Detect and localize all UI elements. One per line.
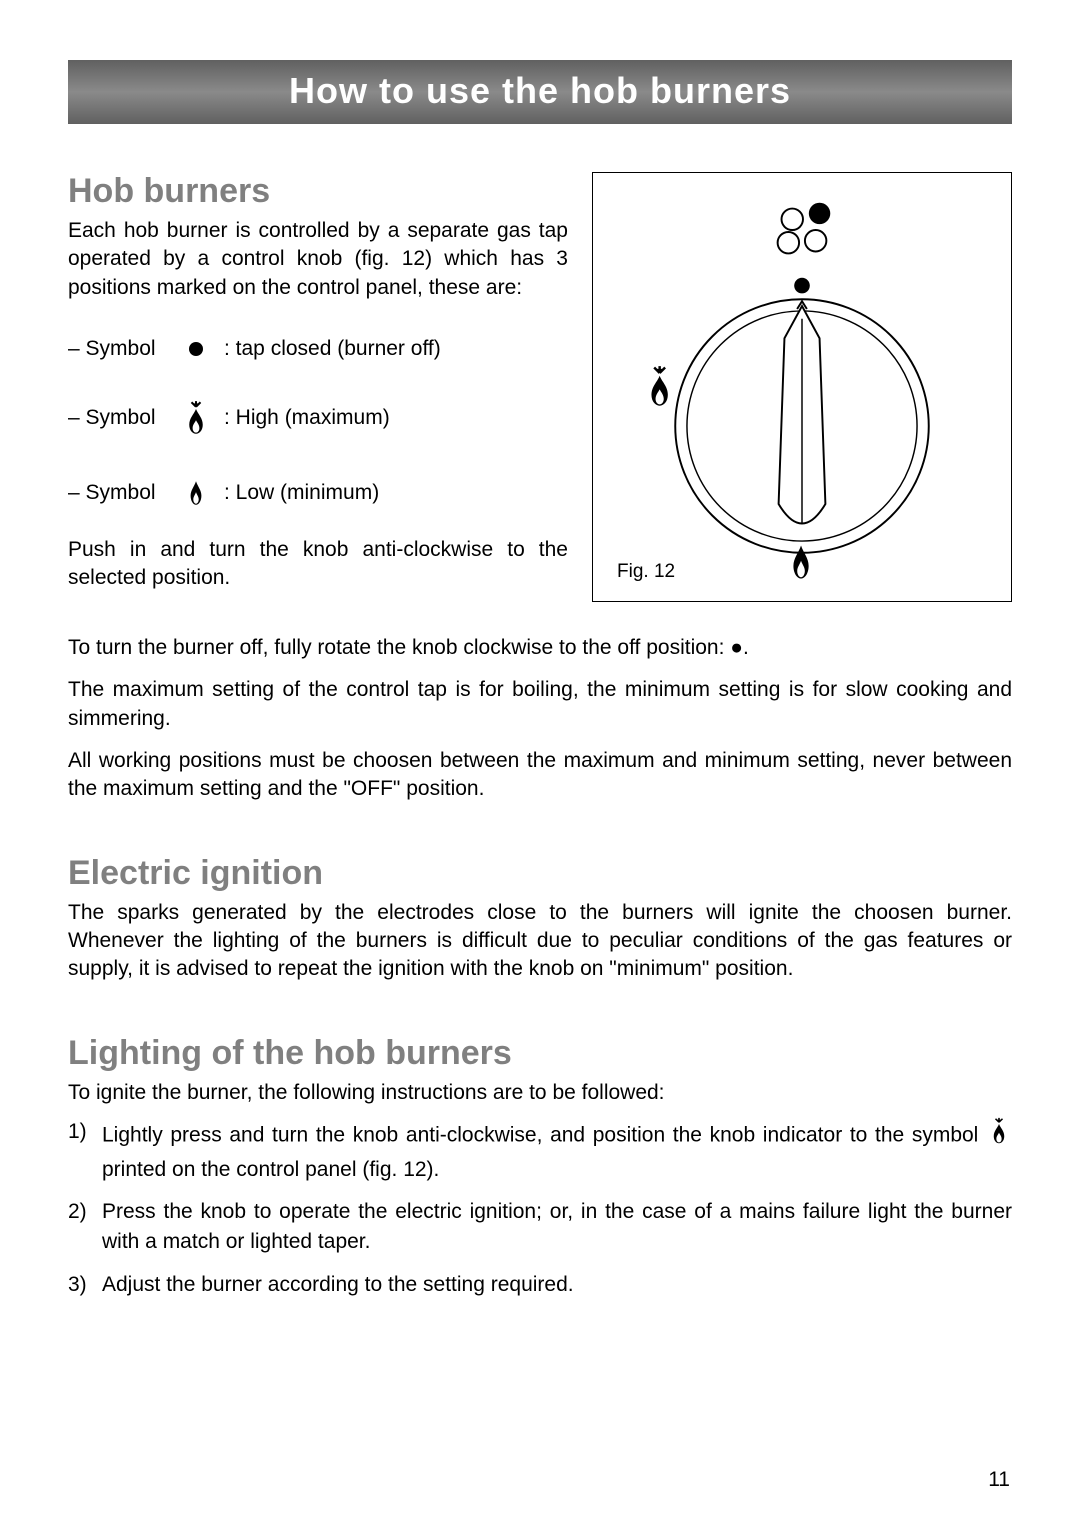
body-para-2: The maximum setting of the control tap i… xyxy=(68,676,1012,733)
dot-icon xyxy=(168,342,224,356)
knob-diagram xyxy=(607,187,997,587)
symbol-row-off: – Symbol : tap closed (burner off) xyxy=(68,320,568,378)
body-text: To turn the burner off, fully rotate the… xyxy=(68,634,1012,804)
step-num: 1) xyxy=(68,1117,102,1185)
steps-list: 1) Lightly press and turn the knob anti-… xyxy=(68,1117,1012,1300)
intro-para: Each hob burner is controlled by a separ… xyxy=(68,217,568,302)
symbol-desc: : tap closed (burner off) xyxy=(224,337,568,361)
body-para-1: To turn the burner off, fully rotate the… xyxy=(68,634,1012,662)
step-text: Lightly press and turn the knob anti-clo… xyxy=(102,1117,1012,1185)
step-text: Adjust the burner according to the setti… xyxy=(102,1270,1012,1300)
left-column: Hob burners Each hob burner is controlle… xyxy=(68,172,568,602)
page-title: How to use the hob burners xyxy=(289,70,791,111)
flame-high-icon xyxy=(990,1117,1008,1154)
page-number: 11 xyxy=(988,1468,1010,1492)
section-electric-ignition: Electric ignition The sparks generated b… xyxy=(68,854,1012,984)
step-num: 2) xyxy=(68,1197,102,1258)
symbol-label: – Symbol xyxy=(68,337,168,361)
section-lighting: Lighting of the hob burners To ignite th… xyxy=(68,1034,1012,1301)
symbol-label: – Symbol xyxy=(68,481,168,505)
flame-high-icon xyxy=(168,400,224,436)
electric-para: The sparks generated by the electrodes c… xyxy=(68,899,1012,984)
symbol-desc: : High (maximum) xyxy=(224,406,568,430)
heading-lighting: Lighting of the hob burners xyxy=(68,1034,1012,1073)
step-2: 2) Press the knob to operate the electri… xyxy=(68,1197,1012,1258)
figure-caption: Fig. 12 xyxy=(617,561,675,583)
body-para-3: All working positions must be choosen be… xyxy=(68,747,1012,804)
symbol-desc: : Low (minimum) xyxy=(224,481,568,505)
symbol-row-low: – Symbol : Low (minimum) xyxy=(68,458,568,528)
symbol-row-high: – Symbol : High (maximum) xyxy=(68,378,568,458)
flame-low-icon xyxy=(168,478,224,508)
page-title-bar: How to use the hob burners xyxy=(68,60,1012,124)
step-3: 3) Adjust the burner according to the se… xyxy=(68,1270,1012,1300)
step-1: 1) Lightly press and turn the knob anti-… xyxy=(68,1117,1012,1185)
lighting-intro: To ignite the burner, the following inst… xyxy=(68,1079,1012,1107)
symbol-label: – Symbol xyxy=(68,406,168,430)
symbol-list: – Symbol : tap closed (burner off) – Sym… xyxy=(68,320,568,528)
heading-hob-burners: Hob burners xyxy=(68,172,568,211)
step-num: 3) xyxy=(68,1270,102,1300)
push-para: Push in and turn the knob anti-clockwise… xyxy=(68,536,568,593)
heading-electric-ignition: Electric ignition xyxy=(68,854,1012,893)
figure-12: Fig. 12 xyxy=(592,172,1012,602)
step-text: Press the knob to operate the electric i… xyxy=(102,1197,1012,1258)
